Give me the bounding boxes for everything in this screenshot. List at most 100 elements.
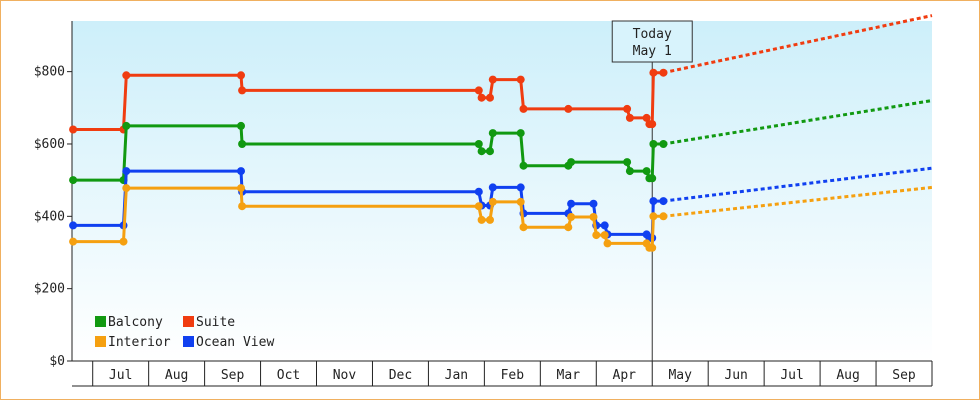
data-point: [516, 183, 525, 192]
series-layer: [69, 14, 933, 252]
today-label-box: [611, 20, 693, 63]
series-suite: [69, 14, 933, 134]
x-tick-label: Nov: [333, 368, 357, 383]
legend-swatch-suite: [183, 316, 194, 327]
data-point: [625, 113, 634, 122]
data-point: [642, 167, 651, 176]
data-point: [564, 223, 573, 232]
data-point: [474, 86, 483, 95]
today-label-line2: May 1: [633, 44, 672, 59]
x-tick-label: Aug: [165, 368, 188, 383]
data-point: [642, 113, 651, 122]
data-point: [486, 147, 494, 156]
data-point: [238, 202, 247, 211]
data-point: [488, 129, 497, 138]
data-point: [486, 215, 494, 224]
data-point: [477, 147, 486, 156]
data-point: [659, 68, 668, 77]
data-point: [516, 75, 525, 84]
y-tick-label: $0: [49, 354, 65, 369]
data-point: [659, 197, 668, 206]
x-tick-label: Mar: [557, 368, 581, 383]
legend-swatch-ocean-view: [183, 336, 194, 347]
x-tick-label: Dec: [389, 368, 412, 383]
forecast-line-ocean-view: [663, 166, 933, 203]
legend-swatch-balcony: [95, 316, 106, 327]
x-axis: Jul Aug Sep Oct Nov Dec Jan Feb Mar Apr May Jun Jul A…: [72, 360, 933, 387]
x-tick-label: Oct: [277, 368, 300, 383]
data-point: [648, 174, 657, 183]
data-point: [649, 212, 658, 221]
x-tick-label: Sep: [892, 368, 916, 383]
data-point: [238, 86, 247, 95]
series-ocean-view: [69, 166, 933, 242]
data-point: [237, 184, 245, 193]
data-point: [122, 167, 131, 176]
data-point: [519, 104, 528, 113]
legend-label-balcony: Balcony: [108, 315, 163, 330]
data-point: [648, 243, 657, 252]
data-point: [603, 239, 612, 248]
data-point: [474, 140, 483, 148]
data-point: [600, 231, 609, 240]
x-tick-label: Sep: [221, 368, 245, 383]
data-point: [623, 104, 632, 113]
x-tick-label: Jul: [780, 368, 803, 383]
data-point: [474, 202, 483, 211]
legend-label-ocean-view: Ocean View: [196, 335, 274, 350]
data-point: [623, 158, 632, 167]
x-tick-label: Feb: [501, 368, 525, 383]
forecast-line-suite: [663, 14, 933, 75]
forecast-line-balcony: [663, 99, 933, 146]
data-point: [649, 68, 658, 77]
data-point: [488, 75, 497, 84]
data-point: [516, 197, 525, 206]
data-point: [122, 71, 131, 80]
data-point: [648, 120, 657, 129]
data-point: [122, 121, 131, 130]
legend-label-interior: Interior: [108, 335, 171, 350]
plot-area: [72, 21, 932, 361]
y-tick-label: $800: [34, 65, 65, 80]
data-point: [567, 213, 576, 221]
x-tick-label: Jun: [724, 368, 747, 383]
data-point: [488, 197, 497, 206]
data-point: [567, 199, 576, 208]
data-point: [69, 176, 78, 185]
y-axis: $0 $200 $400 $600 $800: [34, 21, 73, 369]
data-point: [519, 223, 528, 232]
data-point: [649, 197, 658, 206]
x-tick-label: May: [668, 368, 692, 383]
today-label-line1: Today: [633, 27, 672, 42]
forecast-line-interior: [663, 185, 933, 218]
data-point: [649, 140, 658, 148]
data-point: [564, 104, 573, 113]
data-point: [589, 199, 598, 208]
data-point: [237, 167, 245, 176]
legend: Balcony Suite Interior Ocean View: [95, 315, 274, 350]
data-point: [486, 93, 494, 102]
data-point: [567, 158, 576, 167]
data-point: [589, 213, 598, 221]
data-point: [659, 212, 668, 221]
y-tick-label: $600: [34, 137, 65, 152]
legend-swatch-interior: [95, 336, 106, 347]
x-tick-label: Apr: [613, 368, 637, 383]
data-point: [488, 183, 497, 192]
data-point: [477, 215, 486, 224]
data-point: [122, 184, 131, 193]
data-point: [237, 71, 245, 80]
legend-label-suite: Suite: [196, 315, 235, 330]
x-tick-label: Jul: [109, 368, 132, 383]
data-point: [659, 140, 668, 148]
series-interior: [69, 184, 933, 252]
data-point: [600, 221, 609, 230]
data-point: [519, 161, 528, 170]
data-point: [237, 121, 245, 130]
data-point: [69, 125, 78, 134]
data-point: [474, 187, 483, 196]
x-tick-label: Aug: [836, 368, 859, 383]
y-tick-label: $200: [34, 282, 65, 297]
